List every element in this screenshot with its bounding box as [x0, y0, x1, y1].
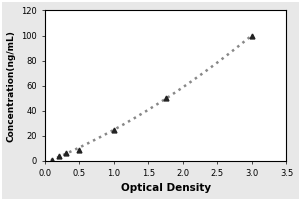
- X-axis label: Optical Density: Optical Density: [121, 183, 211, 193]
- Y-axis label: Concentration(ng/mL): Concentration(ng/mL): [7, 30, 16, 142]
